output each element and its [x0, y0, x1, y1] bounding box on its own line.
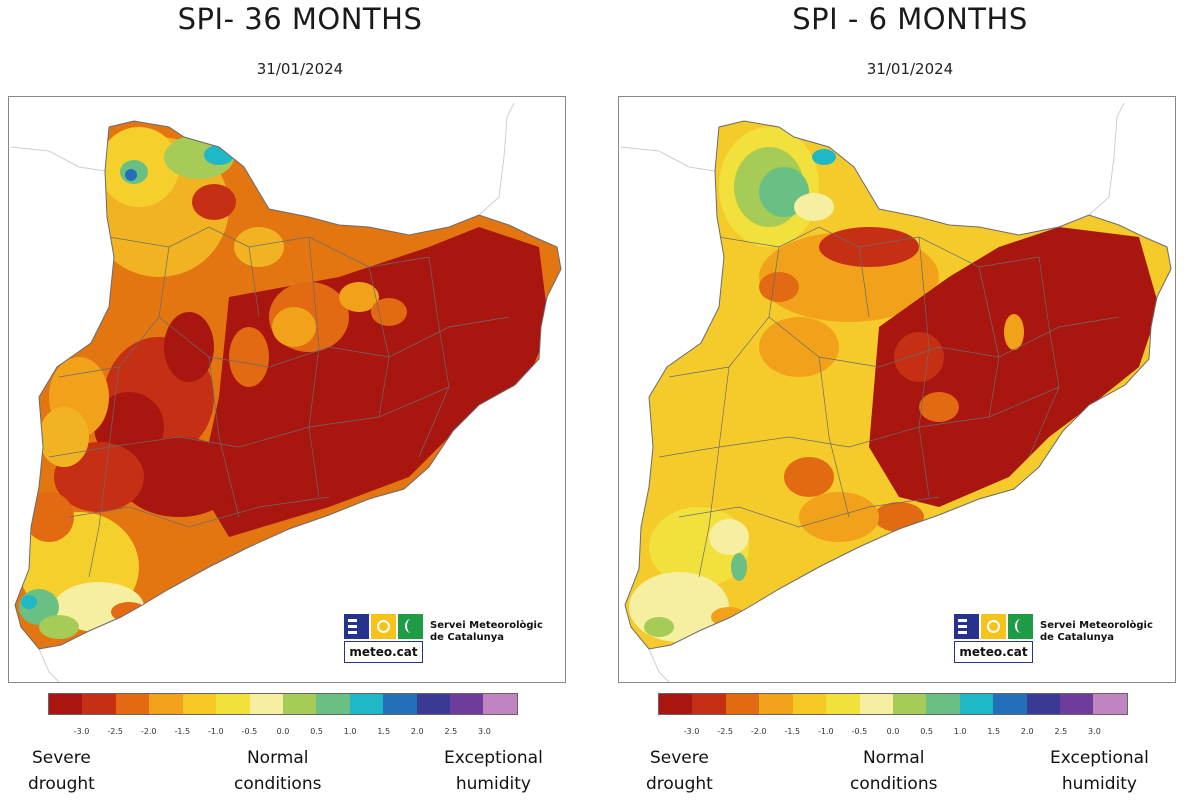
logo-blue-square — [344, 614, 369, 639]
legend-color-bar — [48, 693, 518, 715]
legend-tick-label: -1.0 — [818, 727, 834, 736]
legend-swatch — [993, 694, 1027, 714]
sun-icon — [371, 614, 396, 639]
legend-caption-exceptional: Exceptional humidity — [1050, 748, 1149, 794]
legend-tick-label: -2.5 — [717, 727, 733, 736]
sun-icon — [981, 614, 1006, 639]
legend-swatch — [1060, 694, 1094, 714]
map-title: SPI - 6 MONTHS — [792, 2, 1028, 36]
legend-swatch — [115, 694, 150, 714]
map-frame: meteo.cat Servei Meteorològic de Catalun… — [8, 96, 566, 683]
legend-caption-severe: Severe drought — [28, 748, 95, 794]
spi-legend: -3.0 -2.5 -2.0 -1.5 -1.0 -0.5 0.0 0.5 1.0 1.5 2.0 2… — [654, 693, 1134, 736]
legend-swatch — [282, 694, 317, 714]
legend-swatch — [249, 694, 283, 714]
legend-tick-label: -1.5 — [784, 727, 801, 736]
legend-caption-severe: Severe drought — [646, 748, 713, 794]
legend-color-bar — [658, 693, 1128, 715]
legend-caption-normal: Normal conditions — [234, 748, 322, 794]
catalonia-map-spi6 — [620, 102, 1172, 682]
legend-tick-label: 2.0 — [410, 727, 424, 736]
panel-spi-36: SPI- 36 MONTHS 31/01/2024 — [8, 2, 566, 794]
legend-caption-normal: Normal conditions — [850, 748, 938, 794]
legend-swatch — [1093, 694, 1127, 714]
legend-tick-label: 0.5 — [920, 727, 933, 736]
legend-swatch — [450, 694, 484, 714]
legend-tick-label: 0.5 — [310, 727, 323, 736]
legend-tick-label: -1.0 — [208, 727, 224, 736]
legend-swatch — [82, 694, 116, 714]
legend-swatch — [759, 694, 793, 714]
spi-legend: -3.0 -2.5 -2.0 -1.5 -1.0 -0.5 0.0 0.5 1.0 1.5 2.0 2… — [44, 693, 524, 736]
logo-wordmark: meteo.cat — [344, 641, 423, 663]
legend-swatch — [959, 694, 994, 714]
logo-wordmark: meteo.cat — [954, 641, 1033, 663]
legend-swatch — [1026, 694, 1061, 714]
legend-swatch — [483, 694, 517, 714]
legend-tick-label: 3.0 — [478, 727, 491, 736]
legend-swatch — [926, 694, 960, 714]
meteocat-logo: meteo.cat Servei Meteorològic de Catalun… — [954, 614, 1174, 666]
panel-spi-6: SPI - 6 MONTHS 31/01/2024 — [610, 0, 1200, 800]
legend-tick-label: -2.5 — [107, 727, 123, 736]
legend-caption-exceptional: Exceptional humidity — [444, 748, 543, 794]
legend-swatch — [892, 694, 927, 714]
legend-swatch — [49, 694, 83, 714]
legend-swatch — [826, 694, 860, 714]
legend-tick-label: -2.0 — [140, 727, 157, 736]
legend-swatch — [792, 694, 827, 714]
legend-swatch — [725, 694, 760, 714]
legend-tick-label: 0.0 — [886, 727, 900, 736]
legend-tick-label: 3.0 — [1088, 727, 1101, 736]
legend-tick-label: 1.0 — [343, 727, 357, 736]
legend-tick-label: 2.5 — [444, 727, 458, 736]
logo-org-name: Servei Meteorològic de Catalunya — [1040, 620, 1153, 643]
map-date: 31/01/2024 — [866, 60, 954, 78]
legend-tick-label: 2.5 — [1054, 727, 1068, 736]
legend-tick-label: -3.0 — [73, 727, 90, 736]
legend-swatch — [692, 694, 726, 714]
logo-blue-square — [954, 614, 979, 639]
catalonia-map-spi36 — [10, 102, 562, 682]
legend-tick-label: -0.5 — [241, 727, 258, 736]
legend-swatch — [349, 694, 384, 714]
legend-tick-label: -1.5 — [174, 727, 191, 736]
map-title: SPI- 36 MONTHS — [177, 2, 423, 36]
meteocat-logo: meteo.cat Servei Meteorològic de Catalun… — [344, 614, 564, 666]
legend-swatch — [216, 694, 250, 714]
legend-swatch — [859, 694, 893, 714]
legend-tick-label: 1.5 — [987, 727, 1001, 736]
logo-org-name: Servei Meteorològic de Catalunya — [430, 620, 543, 643]
legend-tick-label: 1.5 — [377, 727, 391, 736]
moon-icon — [1008, 614, 1033, 639]
legend-swatch — [659, 694, 693, 714]
map-frame: meteo.cat Servei Meteorològic de Catalun… — [618, 96, 1176, 683]
legend-tick-label: -3.0 — [683, 727, 700, 736]
map-date: 31/01/2024 — [256, 60, 344, 78]
legend-tick-label: 1.0 — [953, 727, 967, 736]
legend-tick-label: 0.0 — [276, 727, 290, 736]
legend-swatch — [149, 694, 183, 714]
legend-swatch — [182, 694, 217, 714]
moon-icon — [398, 614, 423, 639]
legend-tick-label: -0.5 — [851, 727, 868, 736]
legend-swatch — [316, 694, 350, 714]
legend-tick-label: -2.0 — [750, 727, 767, 736]
legend-tick-label: 2.0 — [1020, 727, 1034, 736]
legend-swatch — [416, 694, 451, 714]
legend-swatch — [383, 694, 417, 714]
